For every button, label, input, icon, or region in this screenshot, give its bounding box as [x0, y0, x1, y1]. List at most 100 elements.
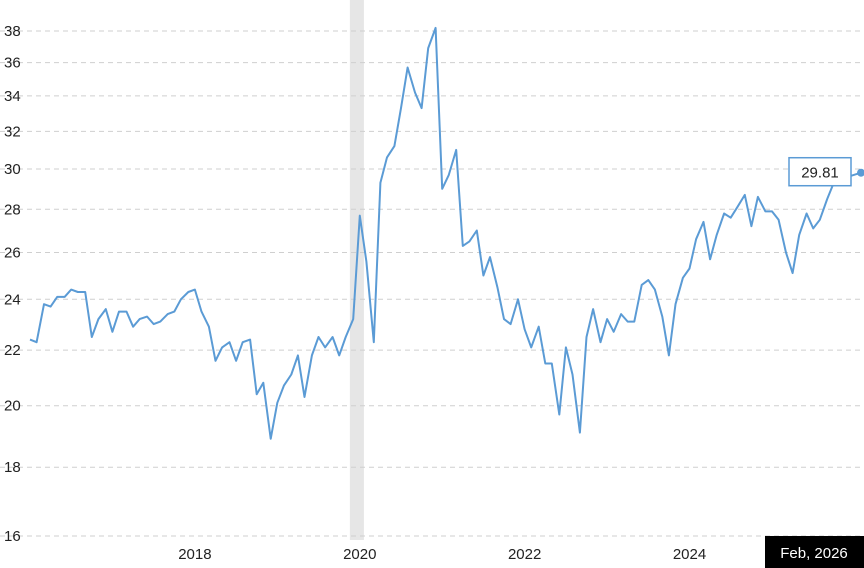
- data-point: [173, 311, 175, 313]
- x-tick-label: 2022: [508, 546, 541, 563]
- data-point: [798, 234, 800, 236]
- data-point: [482, 274, 484, 276]
- data-point: [105, 308, 107, 310]
- data-point: [208, 326, 210, 328]
- y-axis-ticks: 16 18 20 22 24 26 28 30 32 34 36 38: [4, 23, 21, 545]
- data-point: [668, 354, 670, 356]
- y-tick-label: 30: [4, 161, 21, 178]
- data-point: [435, 27, 437, 29]
- data-point: [544, 363, 546, 365]
- data-point: [530, 346, 532, 348]
- data-point: [558, 414, 560, 416]
- data-point: [723, 212, 725, 214]
- data-point: [214, 360, 216, 362]
- data-point: [56, 296, 58, 298]
- data-point: [180, 298, 182, 300]
- data-point: [400, 107, 402, 109]
- data-point: [455, 149, 457, 151]
- data-point: [139, 318, 141, 320]
- data-point: [551, 363, 553, 365]
- data-point: [764, 210, 766, 212]
- data-point: [167, 313, 169, 315]
- y-tick-label: 28: [4, 201, 21, 218]
- data-point: [146, 316, 148, 318]
- y-tick-label: 34: [4, 88, 21, 105]
- data-point: [627, 321, 629, 323]
- data-point: [84, 291, 86, 293]
- data-point: [565, 346, 567, 348]
- data-point: [359, 215, 361, 217]
- data-point: [393, 145, 395, 147]
- data-point: [819, 219, 821, 221]
- data-point: [414, 92, 416, 94]
- data-point: [318, 336, 320, 338]
- data-point: [524, 328, 526, 330]
- data-point: [262, 382, 264, 384]
- y-tick-label: 16: [4, 528, 21, 545]
- series-points: [29, 27, 862, 440]
- data-point: [579, 432, 581, 434]
- current-date-box: [765, 536, 864, 568]
- data-point: [36, 341, 38, 343]
- data-point: [43, 303, 45, 305]
- data-point: [77, 291, 79, 293]
- data-point: [571, 373, 573, 375]
- data-point: [757, 196, 759, 198]
- data-point: [276, 402, 278, 404]
- grid-layer: [0, 30, 864, 537]
- data-point: [654, 289, 656, 291]
- x-tick-label: 2018: [178, 546, 211, 563]
- data-point: [407, 66, 409, 68]
- data-point: [283, 385, 285, 387]
- data-point: [695, 238, 697, 240]
- data-point: [125, 311, 127, 313]
- data-point: [352, 318, 354, 320]
- data-point: [200, 311, 202, 313]
- data-point: [153, 323, 155, 325]
- data-point: [771, 210, 773, 212]
- data-point: [592, 308, 594, 310]
- data-point: [91, 336, 93, 338]
- data-point: [462, 245, 464, 247]
- data-point: [661, 316, 663, 318]
- data-point: [448, 174, 450, 176]
- data-point: [689, 267, 691, 269]
- data-point: [468, 240, 470, 242]
- data-point: [194, 289, 196, 291]
- data-point: [633, 321, 635, 323]
- data-point: [332, 336, 334, 338]
- data-point: [716, 234, 718, 236]
- data-point: [606, 318, 608, 320]
- data-point: [50, 306, 52, 308]
- data-point: [503, 318, 505, 320]
- data-point: [111, 331, 113, 333]
- data-point: [64, 296, 66, 298]
- data-point: [812, 227, 814, 229]
- data-point: [297, 354, 299, 356]
- data-point: [730, 217, 732, 219]
- data-point: [744, 194, 746, 196]
- data-point: [373, 341, 375, 343]
- y-tick-label: 36: [4, 55, 21, 72]
- data-point: [647, 279, 649, 281]
- data-point: [229, 341, 231, 343]
- data-point: [187, 291, 189, 293]
- data-point: [750, 225, 752, 227]
- data-point: [703, 221, 705, 223]
- y-tick-label: 18: [4, 459, 21, 476]
- x-axis-ticks: 2018 2020 2022 2024: [178, 546, 706, 563]
- data-point: [826, 198, 828, 200]
- data-point: [785, 252, 787, 254]
- data-point: [221, 346, 223, 348]
- y-tick-label: 22: [4, 342, 21, 359]
- x-tick-label: 2020: [343, 546, 376, 563]
- data-point: [249, 339, 251, 341]
- data-point: [709, 258, 711, 260]
- data-point: [682, 277, 684, 279]
- y-tick-label: 20: [4, 398, 21, 415]
- series-line: [29, 26, 862, 440]
- data-point: [70, 289, 72, 291]
- current-date-label: Feb, 2026: [780, 545, 848, 562]
- data-point: [97, 318, 99, 320]
